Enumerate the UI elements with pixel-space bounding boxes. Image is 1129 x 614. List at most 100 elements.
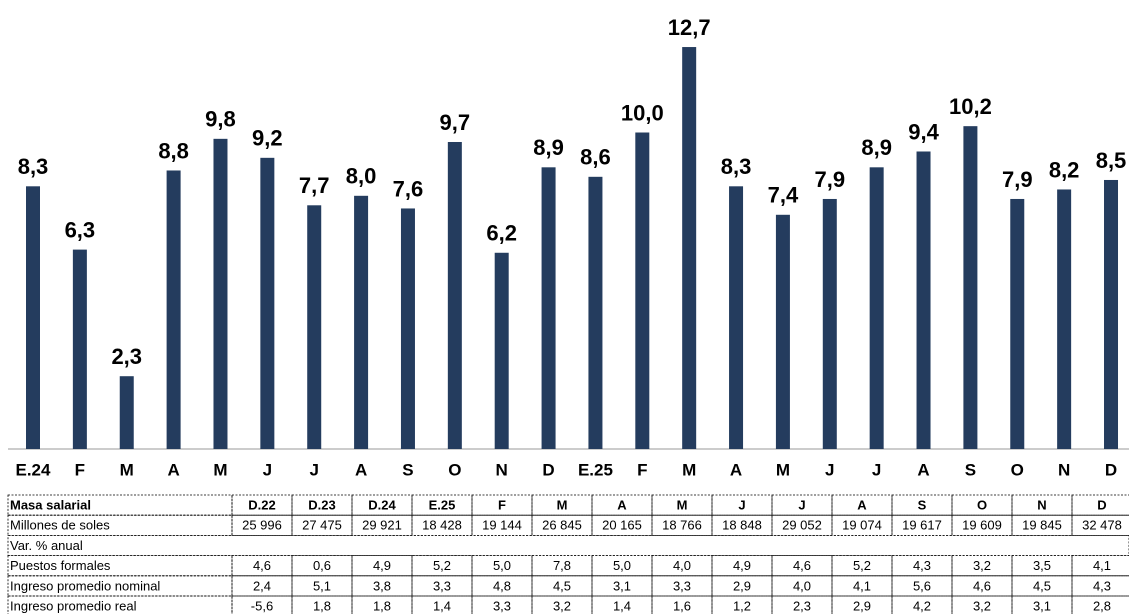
table-value: M [557, 498, 568, 513]
table-value: D.24 [368, 498, 396, 513]
value-label: 7,7 [299, 173, 330, 198]
table-value: 2,3 [793, 599, 811, 614]
x-tick-label: S [965, 460, 976, 479]
x-tick-label: O [448, 460, 461, 479]
bar [72, 249, 87, 449]
x-tick-label: J [872, 460, 881, 479]
x-tick-label: A [355, 460, 367, 479]
table-value: 3,8 [373, 578, 391, 593]
table-value: 19 144 [482, 518, 522, 533]
table-cell [471, 595, 533, 614]
table-value: 4,6 [253, 558, 271, 573]
value-label: 12,7 [668, 15, 711, 40]
table-value: E.25 [429, 498, 456, 513]
table-value: D [1097, 498, 1106, 513]
value-label: 8,5 [1096, 148, 1127, 173]
bar [307, 205, 322, 449]
x-tick-label: M [213, 460, 227, 479]
bar [400, 208, 415, 449]
table-cell [651, 595, 713, 614]
table-cell [531, 595, 593, 614]
x-tick-label: N [496, 460, 508, 479]
table-value: A [857, 498, 867, 513]
table-value: 3,5 [1033, 558, 1051, 573]
table-cell [951, 595, 1013, 614]
table-value: D.23 [308, 498, 335, 513]
table-cell [351, 595, 413, 614]
table-value: 1,4 [613, 599, 631, 614]
table-cell [291, 514, 353, 536]
value-label: 7,6 [393, 176, 424, 201]
bar [447, 141, 462, 449]
table-value: 32 478 [1082, 518, 1122, 533]
x-tick-label: S [402, 460, 413, 479]
table-value: D.22 [248, 498, 275, 513]
value-label: 10,2 [949, 94, 992, 119]
x-tick-label: E.24 [16, 460, 52, 479]
table-value: 3,3 [673, 578, 691, 593]
table-value: 4,1 [1093, 558, 1111, 573]
value-label: 2,3 [111, 344, 142, 369]
x-tick-label: E.25 [578, 460, 613, 479]
bar [213, 138, 228, 449]
table-value: 4,1 [853, 578, 871, 593]
table-cell [291, 595, 353, 614]
bar [588, 176, 603, 449]
bar [26, 186, 40, 449]
table-value: 4,6 [973, 578, 991, 593]
bar [822, 198, 837, 449]
table-value: 4,9 [733, 558, 751, 573]
table-cell [7, 494, 233, 516]
table-cell [1011, 595, 1073, 614]
table-cell [411, 514, 473, 536]
x-tick-label: N [1058, 460, 1070, 479]
table-value: 3,1 [613, 578, 631, 593]
table-value: 0,6 [313, 558, 331, 573]
bar [541, 167, 556, 449]
x-tick-label: A [917, 460, 929, 479]
value-label: 9,8 [205, 107, 236, 132]
table-value: 4,6 [793, 558, 811, 573]
value-label: 6,3 [65, 217, 96, 242]
table-value: 4,0 [673, 558, 691, 573]
bar [1057, 189, 1072, 449]
table-value: 5,0 [493, 558, 511, 573]
table-cell [1071, 595, 1129, 614]
table-value: 2,9 [733, 578, 751, 593]
bar [963, 126, 978, 450]
table-cell [711, 514, 773, 536]
table-value: 4,0 [793, 578, 811, 593]
table-value: 19 845 [1022, 518, 1062, 533]
row-label: Masa salarial [10, 498, 91, 513]
table-value: A [617, 498, 627, 513]
bar [1104, 179, 1119, 449]
table-cell [591, 595, 653, 614]
table-value: 5,0 [613, 558, 631, 573]
table-value: F [498, 498, 506, 513]
table-value: 1,8 [373, 599, 391, 614]
table-value: 3,3 [433, 578, 451, 593]
bar [354, 195, 369, 449]
table-value: 3,2 [553, 599, 571, 614]
bar [260, 157, 275, 449]
bar [166, 170, 181, 450]
table-value: N [1037, 498, 1046, 513]
x-tick-label: A [167, 460, 179, 479]
bar [494, 252, 509, 449]
row-label: Millones de soles [10, 518, 110, 533]
table-value: 3,1 [1033, 599, 1051, 614]
x-tick-label: F [637, 460, 647, 479]
value-label: 8,6 [580, 145, 611, 170]
table-cell [771, 595, 833, 614]
x-tick-label: M [682, 460, 696, 479]
table-cell [351, 514, 413, 536]
bar [119, 376, 134, 449]
table-value: 29 052 [782, 518, 822, 533]
x-tick-label: J [309, 460, 318, 479]
x-tick-label: M [120, 460, 134, 479]
table-value: 5,2 [853, 558, 871, 573]
table-cell [7, 514, 233, 536]
table-cell [411, 595, 473, 614]
table-value: S [918, 498, 927, 513]
